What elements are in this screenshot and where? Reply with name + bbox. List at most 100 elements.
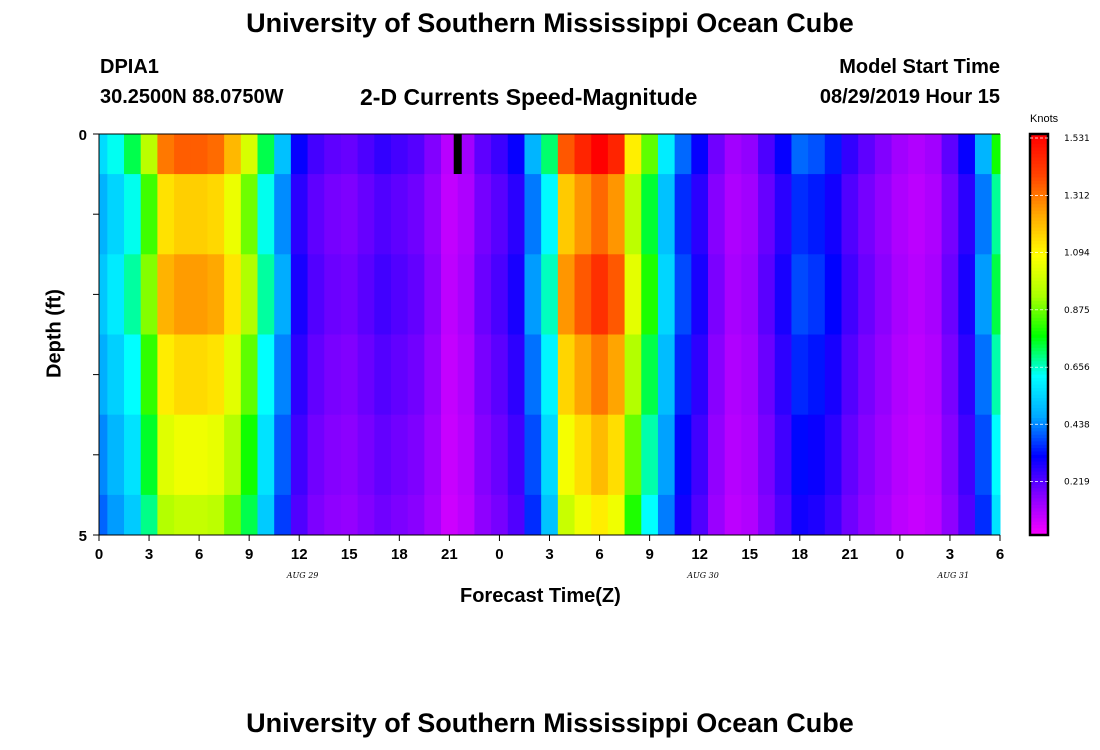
colorbar-tick-label: 1.531 <box>1064 134 1090 144</box>
colorbar-swatch <box>1030 468 1048 473</box>
heatmap-cell <box>441 334 459 416</box>
x-tick-label: 9 <box>645 546 653 563</box>
heatmap-cell <box>891 494 909 536</box>
colorbar-swatch <box>1030 481 1048 486</box>
heatmap-cell <box>474 254 492 335</box>
heatmap-cell <box>407 334 425 416</box>
colorbar-swatch <box>1030 311 1048 316</box>
x-tick-label: 21 <box>441 546 458 563</box>
colorbar-swatch <box>1030 200 1048 205</box>
heatmap-cell <box>557 134 576 175</box>
day-label: AUG 31 <box>936 571 969 580</box>
heatmap-cell <box>99 254 108 335</box>
colorbar-swatch <box>1030 160 1048 165</box>
heatmap-cell <box>190 414 208 496</box>
colorbar-swatch <box>1030 424 1048 429</box>
heatmap-cell <box>824 414 842 496</box>
colorbar-swatch <box>1030 180 1048 185</box>
heatmap-cell <box>908 134 926 175</box>
heatmap-cell <box>591 414 609 496</box>
chart-subtitle: 2-D Currents Speed-Magnitude <box>360 84 698 110</box>
colorbar-swatch <box>1030 377 1048 382</box>
heatmap-cell <box>674 174 692 255</box>
heatmap-cell <box>808 254 826 335</box>
heatmap-cell <box>774 494 792 536</box>
heatmap-cell <box>157 334 175 416</box>
x-tick-label: 6 <box>595 546 603 563</box>
heatmap-cell <box>374 254 392 335</box>
colorbar-swatch <box>1030 284 1048 289</box>
heatmap-cell <box>941 254 959 335</box>
heatmap-cell <box>307 174 325 255</box>
heatmap-cell <box>207 494 225 536</box>
colorbar-swatch <box>1030 187 1048 192</box>
model-start-value: 08/29/2019 Hour 15 <box>819 86 1000 108</box>
heatmap-cell <box>257 494 275 536</box>
heatmap-cell <box>307 414 325 496</box>
heatmap-cell <box>924 254 943 335</box>
colorbar-swatch <box>1030 170 1048 175</box>
colorbar-swatch <box>1030 471 1048 476</box>
colorbar-swatch <box>1030 491 1048 496</box>
heatmap-cell <box>157 414 175 496</box>
heatmap-cell <box>324 134 342 175</box>
x-tick-label: 18 <box>791 546 808 563</box>
heatmap-cell <box>691 134 709 175</box>
colorbar-swatch <box>1030 220 1048 225</box>
heatmap-cell <box>607 134 626 175</box>
colorbar-swatch <box>1030 461 1048 466</box>
colorbar-swatch <box>1030 177 1048 182</box>
colorbar-swatch <box>1030 488 1048 493</box>
heatmap-cell <box>641 494 659 536</box>
heatmap-cell <box>390 494 409 536</box>
heatmap-cell <box>791 494 809 536</box>
heatmap-cell <box>424 414 442 496</box>
heatmap-cell <box>390 254 409 335</box>
heatmap-cell <box>240 174 259 255</box>
model-start-label: Model Start Time <box>839 56 1000 78</box>
heatmap-cell <box>107 174 125 255</box>
heatmap-cell <box>941 414 959 496</box>
heatmap-cell <box>390 334 409 416</box>
heatmap-cell <box>140 174 158 255</box>
heatmap-cell <box>507 254 525 335</box>
heatmap-cell <box>541 174 559 255</box>
heatmap-cell <box>791 134 809 175</box>
heatmap-cell <box>491 174 509 255</box>
heatmap-cell <box>257 174 275 255</box>
station-coords: 30.2500N 88.0750W <box>100 86 284 108</box>
heatmap-cell <box>324 254 342 335</box>
heatmap-cell <box>941 334 959 416</box>
day-label: AUG 30 <box>686 571 719 580</box>
colorbar-swatch <box>1030 387 1048 392</box>
heatmap-cell <box>290 254 309 335</box>
colorbar-swatch <box>1030 137 1048 142</box>
colorbar-swatch <box>1030 391 1048 396</box>
heatmap-cell <box>657 414 676 496</box>
heatmap-cell <box>491 334 509 416</box>
heatmap-cell <box>524 254 542 335</box>
heatmap-cell <box>841 254 859 335</box>
heatmap-cell <box>974 334 993 416</box>
heatmap-cell <box>741 174 759 255</box>
heatmap-cell <box>240 254 259 335</box>
heatmap-cell <box>991 174 1001 255</box>
heatmap-cell <box>474 494 492 536</box>
heatmap-cell <box>474 134 492 175</box>
x-tick-label: 15 <box>341 546 358 563</box>
heatmap-cell <box>891 134 909 175</box>
heatmap-cell <box>224 254 242 335</box>
heatmap-cell <box>190 174 208 255</box>
heatmap-cell <box>908 494 926 536</box>
heatmap-cell <box>99 174 108 255</box>
heatmap-cell <box>340 414 359 496</box>
colorbar-swatch <box>1030 184 1048 189</box>
heatmap-cell <box>557 334 576 416</box>
heatmap-cell <box>674 334 692 416</box>
heatmap-cell <box>691 414 709 496</box>
colorbar-swatch <box>1030 394 1048 399</box>
heatmap-cell <box>674 254 692 335</box>
colorbar-swatch <box>1030 260 1048 265</box>
colorbar-swatch <box>1030 438 1048 443</box>
